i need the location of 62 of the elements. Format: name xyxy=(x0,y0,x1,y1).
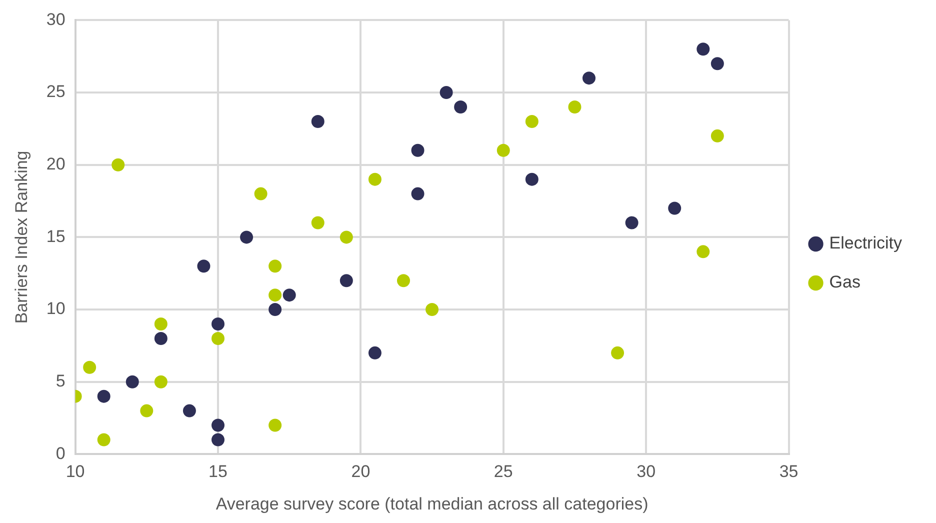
point xyxy=(212,418,224,432)
point xyxy=(212,318,224,330)
point xyxy=(668,202,682,215)
y-tick-label: 5 xyxy=(56,372,66,391)
point xyxy=(140,404,154,418)
point xyxy=(696,245,710,258)
point xyxy=(525,114,538,128)
point xyxy=(426,303,439,316)
point xyxy=(525,172,538,186)
point xyxy=(197,260,210,273)
y-tick-label: 20 xyxy=(46,154,66,174)
y-tick-label: 10 xyxy=(46,299,66,318)
point xyxy=(710,129,724,142)
point xyxy=(112,158,125,172)
point xyxy=(212,433,224,446)
point xyxy=(411,187,424,200)
legend-label: Electricity xyxy=(829,234,902,253)
y-tick-label: 0 xyxy=(56,444,66,463)
point xyxy=(340,274,353,288)
x-tick-label: 30 xyxy=(636,462,656,482)
point xyxy=(212,332,224,345)
legend-label: Gas xyxy=(829,272,860,292)
point xyxy=(440,86,453,100)
point xyxy=(240,230,254,244)
point xyxy=(268,288,282,302)
point xyxy=(83,360,96,374)
y-tick-label: 15 xyxy=(46,226,66,246)
x-tick-label: 35 xyxy=(779,462,798,482)
y-tick-label: 30 xyxy=(46,10,66,29)
x-tick-label: 15 xyxy=(208,462,228,482)
point xyxy=(340,230,353,244)
point xyxy=(397,274,410,288)
y-axis-title: Barriers Index Ranking xyxy=(12,150,31,324)
point xyxy=(97,390,110,403)
point xyxy=(154,332,168,345)
point xyxy=(710,57,724,70)
point xyxy=(611,346,624,360)
point xyxy=(311,216,324,230)
x-tick-label: 25 xyxy=(494,462,513,482)
point xyxy=(126,375,139,388)
x-tick-label: 20 xyxy=(351,462,370,482)
point xyxy=(696,42,710,56)
point xyxy=(454,100,468,114)
point xyxy=(368,346,382,360)
point xyxy=(154,375,168,388)
point xyxy=(282,288,296,302)
point xyxy=(268,418,282,432)
point xyxy=(254,187,268,200)
point xyxy=(368,172,382,186)
point xyxy=(268,303,282,316)
point xyxy=(568,100,582,114)
point xyxy=(97,433,110,446)
point xyxy=(182,404,196,418)
point xyxy=(154,318,168,330)
point xyxy=(411,144,424,157)
point xyxy=(582,72,596,85)
point xyxy=(268,260,282,273)
point xyxy=(625,216,638,230)
x-axis-title: Average survey score (total median across all categories) xyxy=(216,494,648,514)
point xyxy=(311,114,324,128)
y-tick-label: 25 xyxy=(46,82,66,102)
point xyxy=(496,144,510,157)
